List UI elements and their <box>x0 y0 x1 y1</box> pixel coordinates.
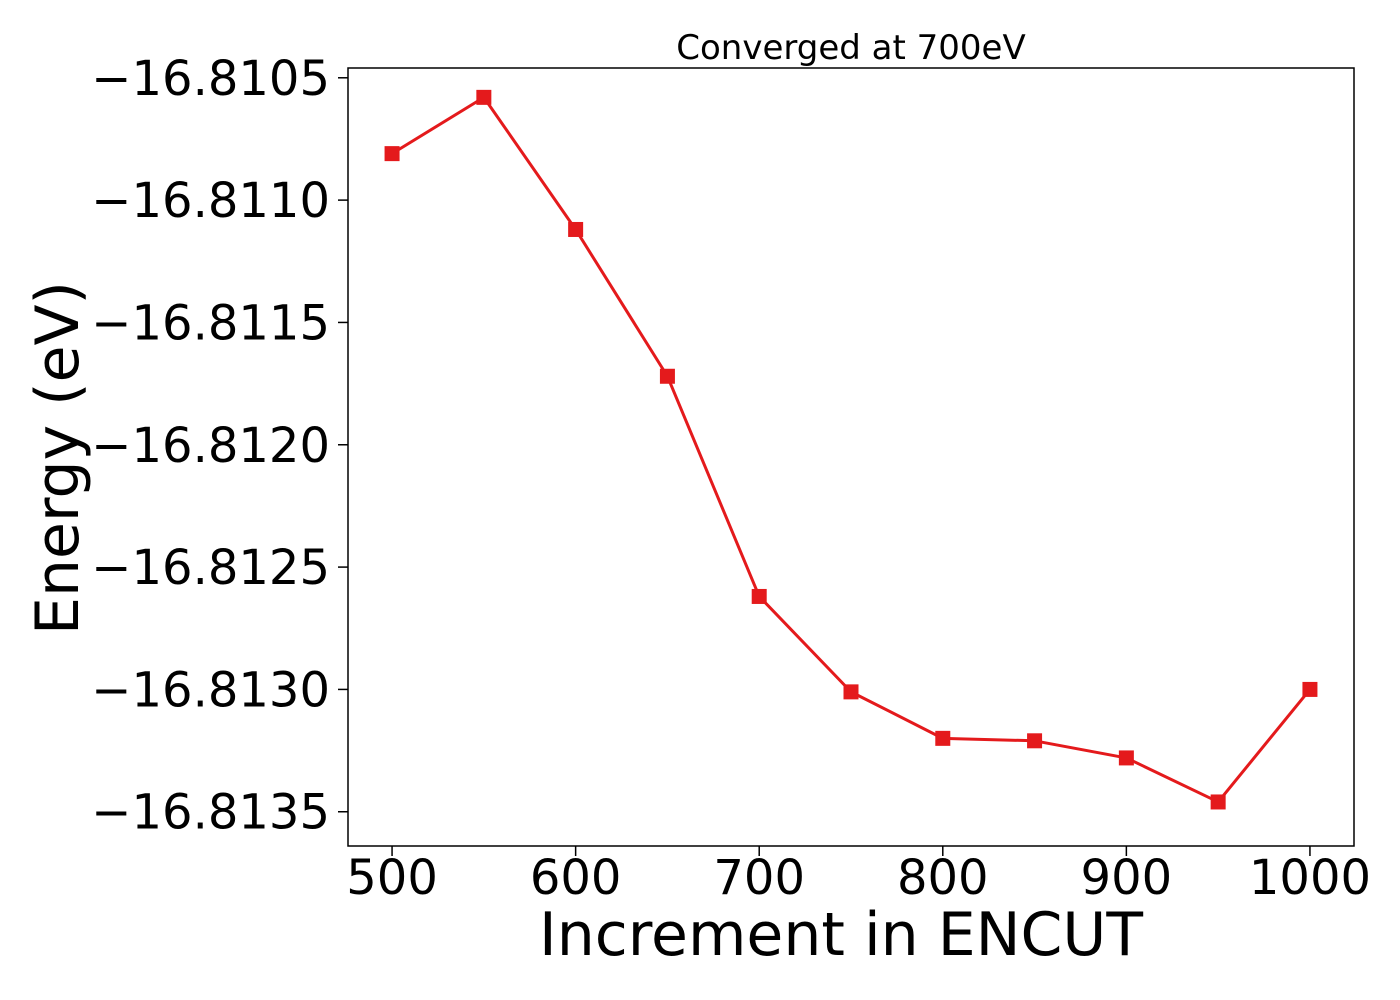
y-axis-ticks: −16.8105 −16.8110 −16.8115 −16.8120 −16.8125… <box>91 51 348 841</box>
x-tick-label: 900 <box>1081 850 1173 906</box>
data-point-marker <box>1027 733 1043 749</box>
x-tick-label: 800 <box>897 850 989 906</box>
data-point-marker <box>935 730 951 746</box>
series-layer <box>384 89 1318 810</box>
y-tick-label: −16.8110 <box>91 173 330 229</box>
y-axis-label: Energy (eV) <box>23 281 93 635</box>
y-tick-label: −16.8130 <box>91 662 330 718</box>
x-tick-label: 500 <box>346 850 438 906</box>
x-axis-ticks: 500 600 700 800 900 1000 <box>346 846 1371 906</box>
chart-title: Converged at 700eV <box>676 28 1025 68</box>
x-tick-label: 600 <box>530 850 622 906</box>
data-point-marker <box>843 684 859 700</box>
y-tick-label: −16.8135 <box>91 785 330 841</box>
y-tick-label: −16.8105 <box>91 51 330 107</box>
y-tick-label: −16.8115 <box>91 295 330 351</box>
data-point-marker <box>659 368 675 384</box>
plot-frame <box>347 67 1355 847</box>
x-axis-label: Increment in ENCUT <box>539 900 1143 970</box>
data-point-marker <box>384 146 400 162</box>
data-point-marker <box>1118 750 1134 766</box>
data-point-marker <box>751 588 767 604</box>
data-point-marker <box>476 89 492 105</box>
y-tick-label: −16.8120 <box>91 418 330 474</box>
data-point-marker <box>568 221 584 237</box>
data-point-marker <box>1302 681 1318 697</box>
x-tick-label: 1000 <box>1249 850 1371 906</box>
data-point-marker <box>1210 794 1226 810</box>
y-tick-label: −16.8125 <box>91 540 330 596</box>
x-tick-label: 700 <box>713 850 805 906</box>
